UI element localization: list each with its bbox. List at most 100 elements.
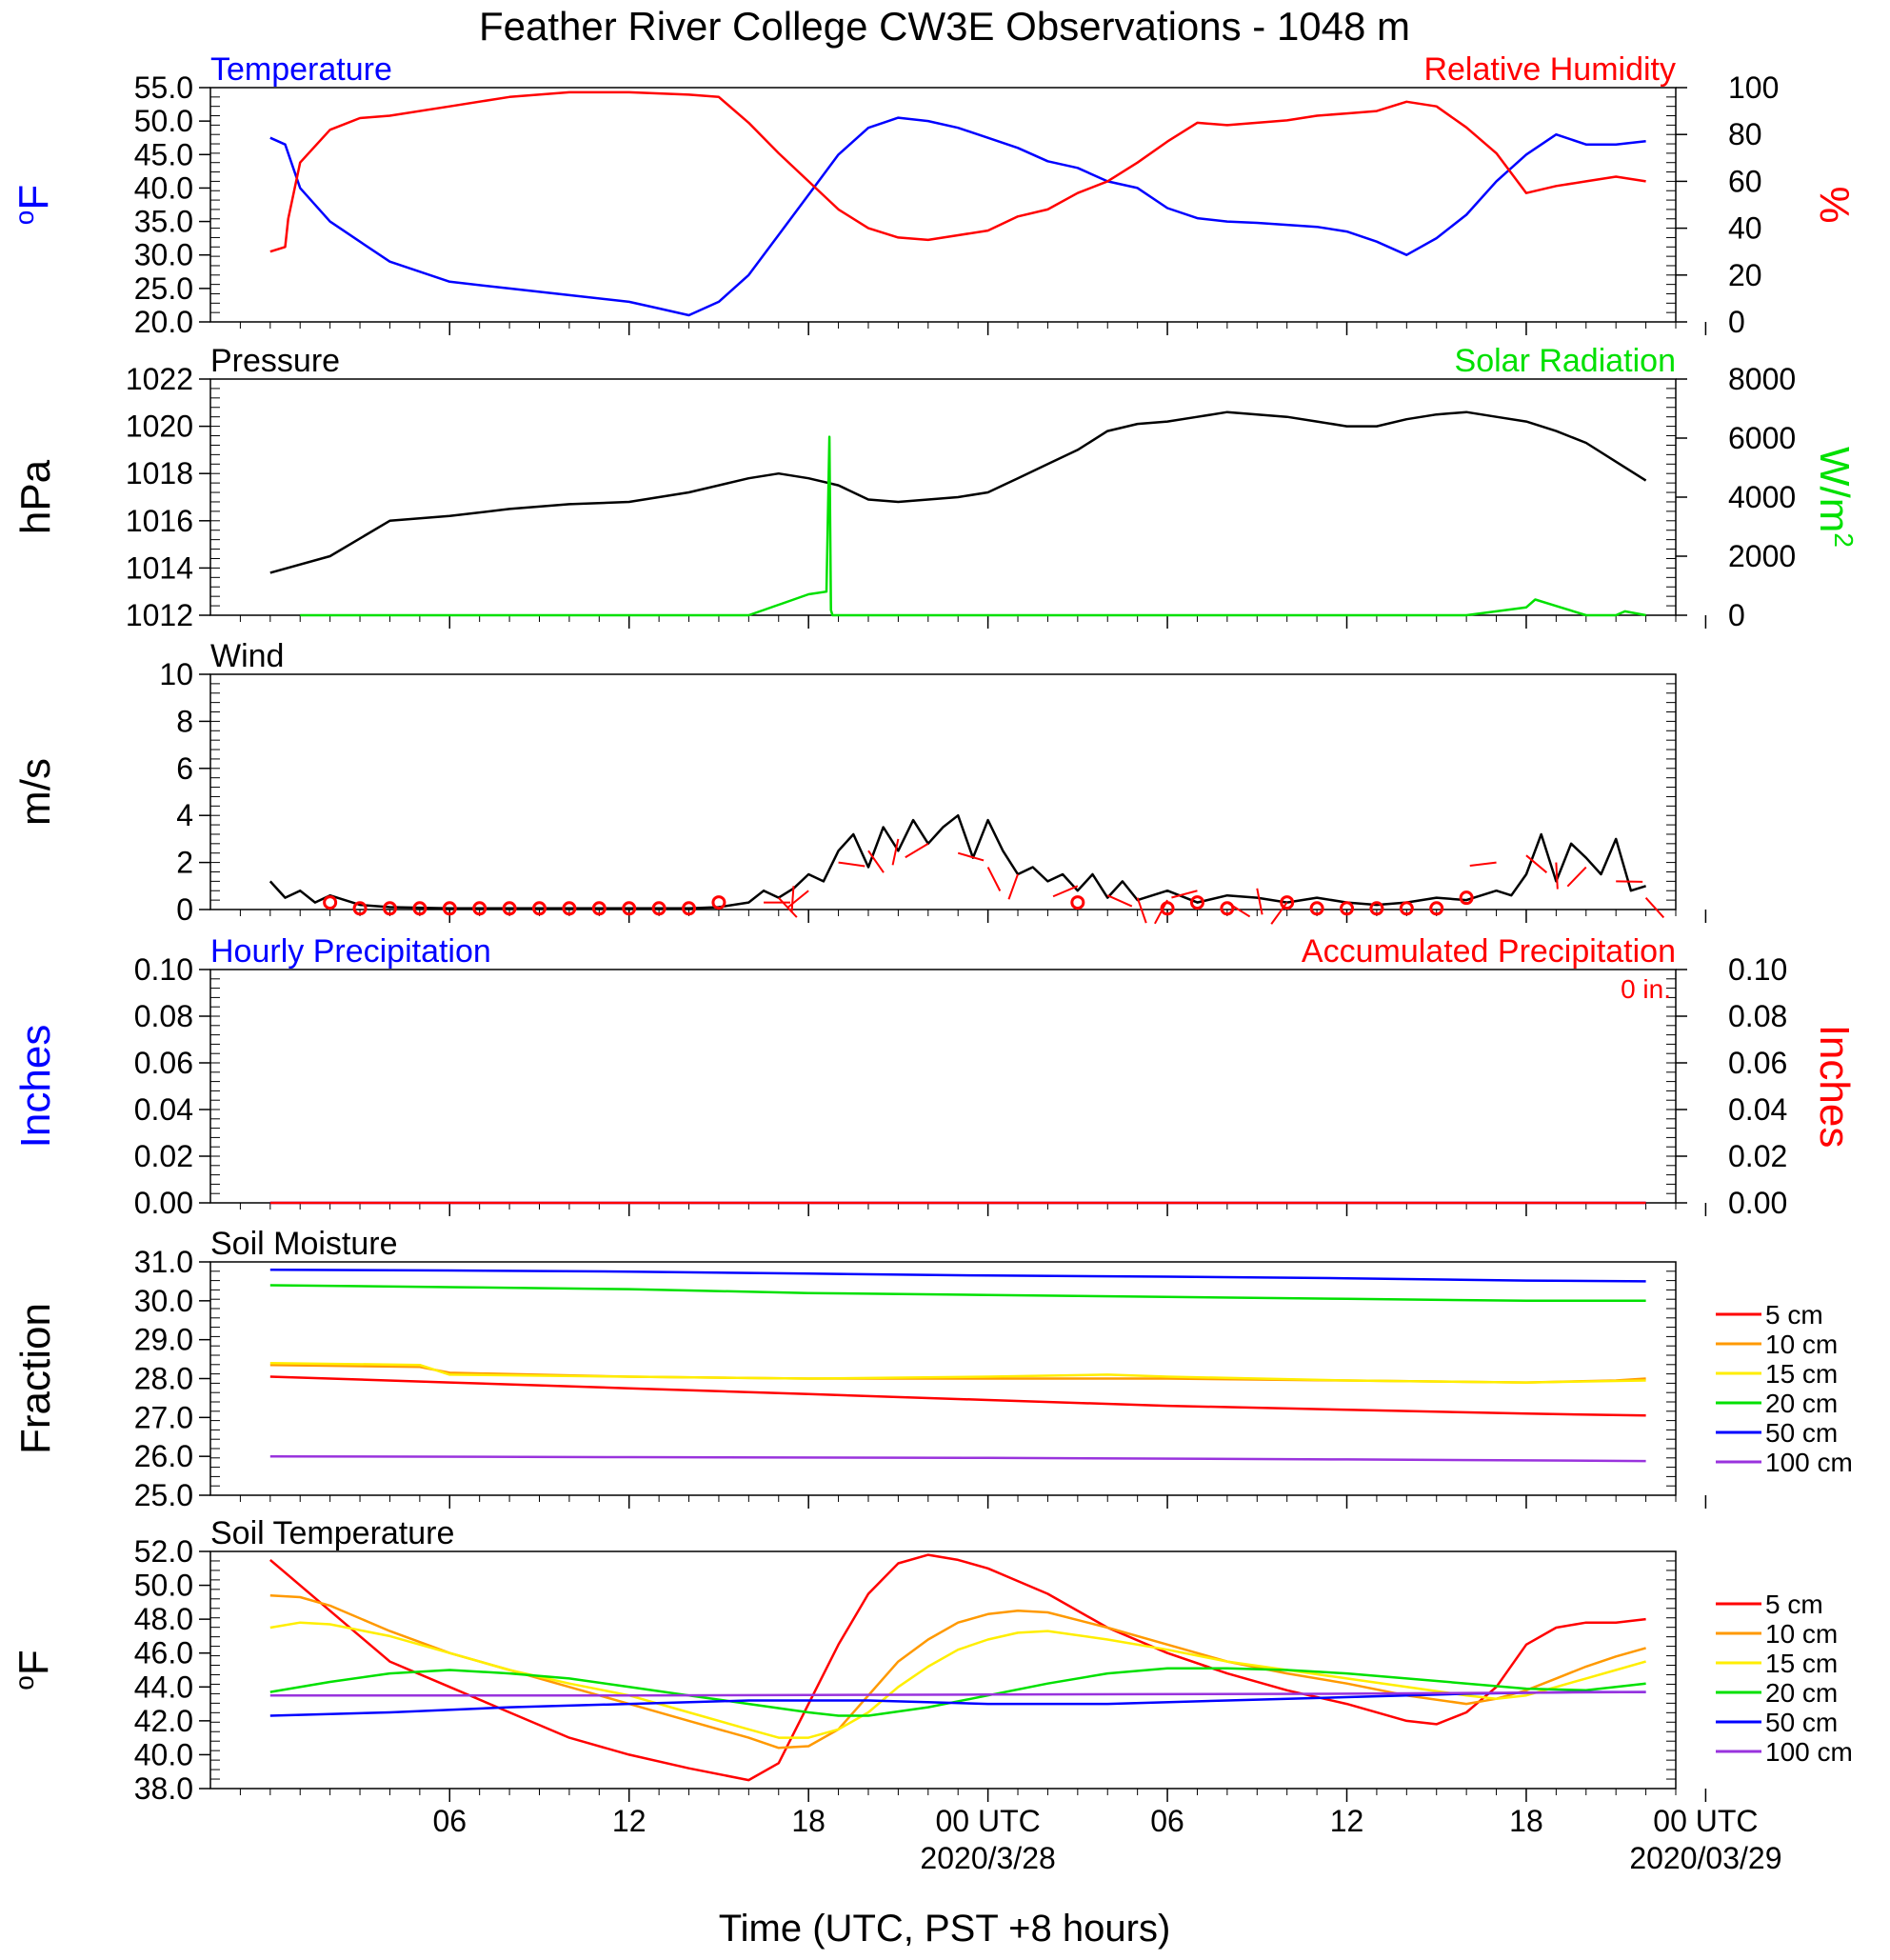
wind-barb-mark (786, 890, 809, 909)
y-tick-label-left: 31.0 (134, 1245, 193, 1279)
y-tick-label-left: 42.0 (134, 1704, 193, 1738)
calm-circle-marker (591, 901, 607, 916)
series-line-pressure (269, 410, 1647, 574)
y-axis-label-left: oF (10, 185, 58, 225)
y-tick-label-right: 60 (1728, 164, 1762, 198)
panel-frame (209, 1550, 1677, 1790)
wind-barb-mark (1270, 902, 1288, 925)
y-tick-label-left: 1018 (126, 456, 193, 490)
panel-title-left: Soil Temperature (210, 1515, 454, 1551)
y-tick-label-right: 80 (1728, 117, 1762, 151)
y-tick-label-right: 8000 (1728, 362, 1796, 396)
wind-barb-mark (986, 867, 1002, 891)
series-line-5-cm (269, 1553, 1646, 1782)
panel-soil_moisture: 25.0 26.0 27.0 28.0 29.0 30.0 31.0 Soil Moistur… (12, 1226, 1853, 1512)
y-axis-label-right: % (1811, 186, 1858, 223)
series-line-100-cm (269, 1454, 1646, 1463)
wind-barb-mark (1469, 861, 1497, 868)
calm-circle-marker (1459, 890, 1474, 906)
x-tick-label: 00 UTC (935, 1804, 1040, 1838)
y-tick-label-left: 52.0 (134, 1534, 193, 1569)
wind-barb-mark (1171, 890, 1198, 899)
y-tick-label-left: 0.06 (134, 1046, 193, 1080)
y-tick-label-right: 0.10 (1728, 952, 1787, 987)
legend-label: 15 cm (1765, 1359, 1838, 1389)
y-tick-label-left: 2 (176, 846, 193, 880)
calm-circle-marker (622, 901, 637, 916)
y-tick-label-left: 48.0 (134, 1602, 193, 1636)
legend-label: 20 cm (1765, 1678, 1838, 1708)
wind-barb-mark (1256, 888, 1263, 915)
y-tick-label-right: 20 (1728, 258, 1762, 292)
y-tick-label-left: 1016 (126, 504, 193, 538)
y-tick-label-left: 8 (176, 704, 193, 738)
panel-soil_temperature: 38.040.042.044.046.048.050.052.0 Soil Tem… (10, 1515, 1853, 1806)
panel-title-left: Hourly Precipitation (210, 933, 491, 970)
series-line-wind (269, 813, 1646, 910)
y-tick-label-left: 27.0 (134, 1400, 193, 1434)
calm-circle-marker (1280, 895, 1295, 910)
series-line-relative-humidity (269, 90, 1646, 253)
calm-circle-marker (1399, 901, 1414, 916)
legend-label: 20 cm (1765, 1389, 1838, 1418)
y-axis-label-right: W/m2 (1811, 447, 1860, 548)
y-axis-label-left: hPa (12, 459, 59, 534)
y-axis-label-right: Inches (1811, 1025, 1858, 1149)
y-tick-label-left: 30.0 (134, 1284, 193, 1318)
calm-circle-marker (682, 901, 697, 916)
panel-frame (209, 673, 1677, 910)
series-line-20-cm (269, 1284, 1646, 1303)
wind-barb-mark (867, 850, 885, 873)
calm-circle-marker (711, 895, 726, 910)
legend-label: 5 cm (1765, 1590, 1823, 1619)
wind-barb-mark (1052, 885, 1079, 898)
series-line-5-cm (269, 1375, 1646, 1417)
legend-label: 15 cm (1765, 1649, 1838, 1678)
series-line-solar-radiation (300, 435, 1646, 617)
y-tick-label-left: 0.00 (134, 1186, 193, 1220)
wind-barb-mark (790, 886, 795, 913)
y-tick-label-right: 0.02 (1728, 1139, 1787, 1173)
y-tick-label-right: 100 (1728, 70, 1779, 105)
panel-title-left: Wind (210, 638, 284, 674)
panel-title-right: Solar Radiation (1455, 343, 1676, 379)
y-tick-label-left: 26.0 (134, 1439, 193, 1473)
y-tick-label-left: 4 (176, 798, 193, 832)
y-tick-label-right: 0.00 (1728, 1186, 1787, 1220)
wind-barb-mark (1136, 897, 1147, 924)
wind-barb-mark (1525, 854, 1548, 873)
wind-barb-mark (905, 842, 929, 859)
y-tick-label-right: 0.04 (1728, 1092, 1787, 1127)
panels-group: 20.025.030.035.040.045.050.055.002040608… (10, 51, 1860, 1806)
y-tick-label-left: 40.0 (134, 1737, 193, 1771)
legend-label: 5 cm (1765, 1300, 1823, 1330)
calm-circle-marker (531, 901, 547, 916)
calm-circle-marker (1429, 901, 1444, 916)
x-tick-label: 06 (1150, 1804, 1184, 1838)
calm-circle-marker (1189, 895, 1204, 910)
y-tick-label-left: 0.04 (134, 1092, 193, 1127)
y-tick-label-left: 20.0 (134, 305, 193, 339)
y-axis-label-left: m/s (12, 758, 59, 826)
x-tick-label: 18 (791, 1804, 826, 1838)
wind-barb-mark (891, 838, 900, 866)
calm-circle-marker (1369, 901, 1384, 916)
legend-label: 50 cm (1765, 1418, 1838, 1448)
series-line-100-cm (269, 1690, 1646, 1697)
wind-barb-mark (1226, 901, 1251, 918)
y-axis-label-left: Fraction (12, 1303, 59, 1454)
y-tick-label-left: 55.0 (134, 70, 193, 105)
y-axis-label-left: oF (10, 1650, 58, 1690)
calm-circle-marker (472, 901, 487, 916)
y-tick-label-left: 44.0 (134, 1670, 193, 1704)
legend-label: 100 cm (1765, 1737, 1853, 1767)
y-tick-label-right: 2000 (1728, 539, 1796, 573)
y-tick-label-left: 35.0 (134, 205, 193, 239)
calm-circle-marker (1070, 895, 1085, 910)
calm-circle-marker (562, 901, 577, 916)
y-tick-label-left: 1020 (126, 410, 193, 444)
y-tick-label-left: 50.0 (134, 104, 193, 138)
